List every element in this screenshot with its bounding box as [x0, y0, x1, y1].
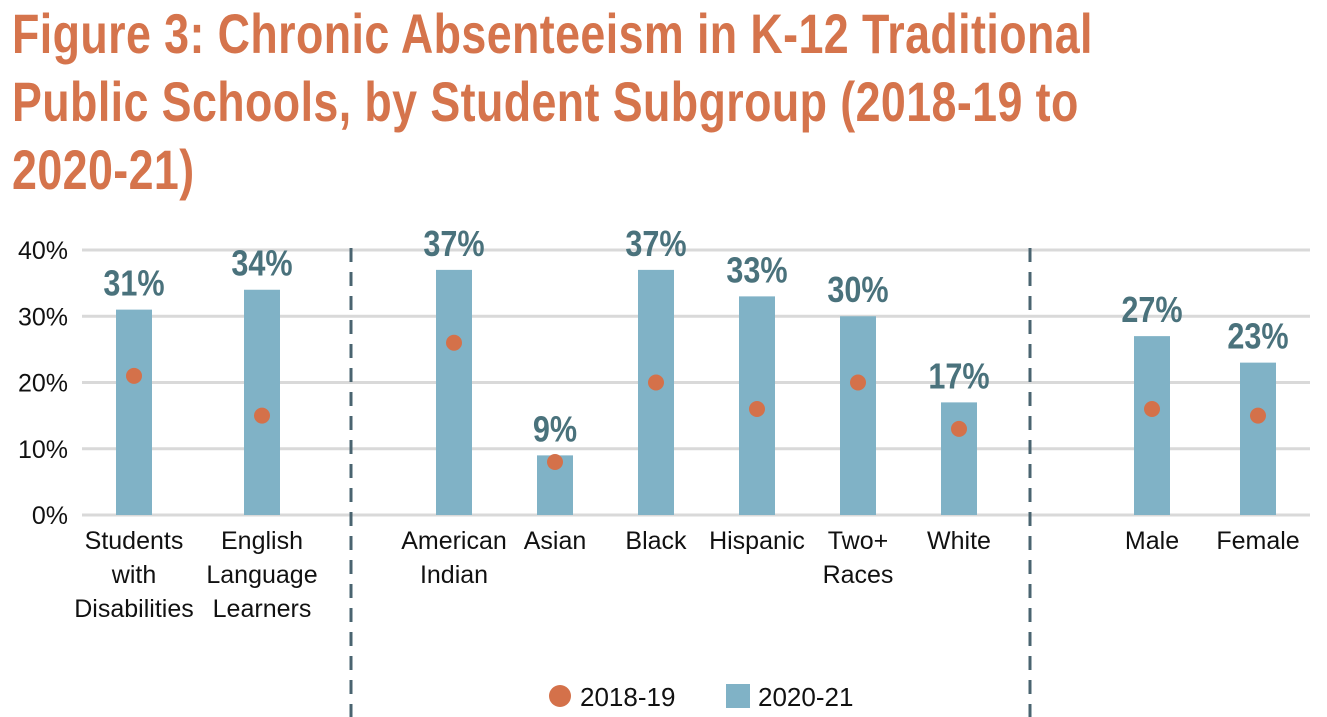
data-label: 31%	[103, 264, 164, 304]
legend-dot-icon	[549, 685, 571, 707]
x-tick-label: Female	[1216, 527, 1299, 555]
bar-2020-21	[436, 269, 472, 515]
dot-2018-19	[1144, 401, 1160, 417]
dot-2018-19	[126, 367, 142, 384]
bar-2020-21	[244, 289, 280, 515]
x-tick-label: Learners	[213, 595, 312, 623]
x-tick-label: Black	[625, 527, 687, 555]
dot-2018-19	[254, 407, 270, 424]
x-tick-label: Asian	[524, 527, 587, 555]
x-tick-label: Indian	[420, 561, 488, 589]
chart-title: Figure 3: Chronic Absenteeism in K-12 Tr…	[12, 2, 1093, 201]
y-tick-label: 30%	[18, 303, 68, 331]
data-label: 30%	[827, 271, 888, 311]
x-tick-label: White	[927, 527, 991, 555]
bar-2020-21	[941, 402, 977, 515]
x-tick-label: English	[221, 527, 303, 555]
data-label: 27%	[1121, 291, 1182, 331]
x-tick-label: American	[401, 527, 507, 555]
dot-2018-19	[648, 374, 664, 391]
x-tick-label: Male	[1125, 527, 1179, 555]
y-tick-label: 40%	[18, 237, 68, 265]
x-tick-label: Hispanic	[709, 527, 805, 555]
x-tick-label: Students	[85, 527, 184, 555]
bar-2020-21	[638, 269, 674, 515]
data-label: 34%	[231, 245, 292, 285]
bar-2020-21	[116, 309, 152, 515]
bar-2020-21	[1134, 336, 1170, 515]
bar-2020-21	[840, 316, 876, 515]
dot-2018-19	[749, 401, 765, 417]
data-label: 17%	[928, 357, 989, 397]
legend-label: 2020-21	[758, 682, 853, 712]
data-label: 37%	[625, 225, 686, 265]
data-label: 23%	[1227, 317, 1288, 357]
dot-2018-19	[547, 454, 563, 470]
y-tick-label: 0%	[32, 502, 68, 530]
x-tick-label: Disabilities	[74, 595, 193, 623]
y-tick-label: 20%	[18, 370, 68, 398]
data-label: 33%	[726, 251, 787, 291]
legend-label: 2018-19	[580, 682, 675, 712]
x-tick-label: with	[111, 561, 156, 589]
dot-2018-19	[850, 374, 866, 391]
y-tick-label: 10%	[18, 436, 68, 464]
dot-2018-19	[1250, 407, 1266, 424]
dot-2018-19	[951, 420, 967, 437]
data-label: 37%	[423, 225, 484, 265]
data-label: 9%	[533, 410, 577, 450]
x-tick-label: Language	[206, 561, 317, 589]
x-tick-label: Races	[823, 561, 894, 589]
dot-2018-19	[446, 334, 462, 351]
bar-2020-21	[1240, 362, 1276, 515]
legend-bar-icon	[726, 684, 750, 708]
x-tick-label: Two+	[828, 527, 888, 555]
